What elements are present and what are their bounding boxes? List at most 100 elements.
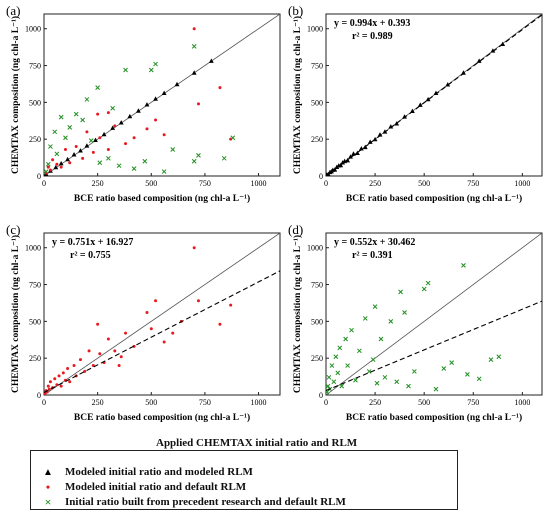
r-squared-label: r² = 0.989 <box>352 31 393 42</box>
data-point-x <box>394 379 400 385</box>
y-tick-label: 500 <box>29 98 41 107</box>
data-point-x <box>191 44 197 49</box>
data-point-x <box>123 67 128 73</box>
data-point-dot <box>196 299 200 303</box>
data-point-triangle <box>476 58 482 63</box>
regression-equation: y = 0.751x + 16.927 <box>52 237 133 248</box>
data-point-dot <box>96 112 100 116</box>
data-point-x <box>142 158 148 164</box>
data-point-x <box>398 289 403 295</box>
data-point-x <box>131 166 137 171</box>
data-point-dot <box>149 327 153 331</box>
x-tick-label: 250 <box>369 179 381 188</box>
data-point-dot <box>98 352 102 356</box>
x-tick-label: 1000 <box>251 398 267 407</box>
data-point-dot <box>68 161 72 165</box>
y-tick-label: 500 <box>311 317 323 326</box>
data-point-x <box>465 372 470 377</box>
data-point-dot <box>61 371 65 375</box>
data-point-triangle <box>425 96 431 102</box>
one-to-one-line <box>326 233 542 395</box>
y-tick-label: 0 <box>319 172 323 181</box>
data-point-x <box>54 151 60 157</box>
data-point-triangle <box>358 146 364 151</box>
data-point-x <box>44 169 49 174</box>
x-tick-label: 1000 <box>514 179 530 188</box>
data-point-x <box>52 129 58 135</box>
data-point-x <box>357 348 362 354</box>
data-point-dot <box>218 86 222 90</box>
y-tick-label: 750 <box>311 62 323 71</box>
data-point-dot <box>154 299 158 303</box>
y-tick-label: 250 <box>29 135 41 144</box>
data-point-triangle <box>174 81 180 87</box>
y-tick-label: 1000 <box>307 25 323 34</box>
data-point-triangle <box>208 58 214 63</box>
data-point-x <box>382 374 388 380</box>
legend-item-label: Initial ratio built from precedent resea… <box>65 496 346 508</box>
data-point-dot <box>192 27 196 31</box>
data-point-x <box>161 169 167 174</box>
data-point-triangle <box>78 148 83 153</box>
data-point-dot <box>74 145 78 149</box>
y-axis-label: CHEMTAX composition (ng chl-a L⁻¹) <box>292 235 303 393</box>
y-tick-label: 250 <box>311 135 323 144</box>
data-point-triangle <box>433 90 439 96</box>
data-point-x <box>191 158 197 164</box>
x-tick-label: 1000 <box>251 179 267 188</box>
y-tick-label: 750 <box>29 281 41 290</box>
panel-d: 0 250 500 750 1000 0 250 500 750 1000 BCE ratio ba… <box>288 222 543 423</box>
data-point-triangle <box>127 113 133 119</box>
data-point-x <box>353 377 358 383</box>
x-tick-label: 0 <box>324 179 328 188</box>
data-point-dot <box>171 331 175 335</box>
data-point-x <box>80 117 85 123</box>
data-point-dot <box>81 156 85 160</box>
data-point-triangle <box>71 152 77 157</box>
data-point-triangle <box>461 70 466 75</box>
data-point-x <box>196 153 201 158</box>
data-point-x <box>349 327 354 333</box>
data-point-x <box>402 310 407 315</box>
regression-equation: y = 0.994x + 0.393 <box>334 18 410 29</box>
data-point-x <box>110 105 116 111</box>
data-point-dot <box>106 337 110 341</box>
data-point-dot <box>218 322 222 326</box>
panel-label: (a) <box>6 3 20 18</box>
y-axis-label: CHEMTAX composition (ng chl-a L⁻¹) <box>292 16 303 174</box>
plot-frame <box>43 13 281 177</box>
plot-frame <box>325 232 543 396</box>
data-point-dot <box>162 340 166 344</box>
data-point-x <box>331 379 337 385</box>
one-to-one-line <box>44 233 280 395</box>
data-point-x <box>48 144 53 149</box>
data-point-triangle <box>144 102 150 107</box>
data-point-x <box>441 366 447 371</box>
data-point-dot <box>48 168 52 172</box>
data-point-triangle <box>53 164 59 170</box>
data-point-triangle <box>110 125 116 130</box>
data-point-dot <box>55 383 59 387</box>
figure: 0 250 500 750 1000 0 250 500 750 1000 BCE ratio ba… <box>6 3 543 423</box>
data-point-dot <box>145 127 149 131</box>
data-point-dot <box>72 364 76 368</box>
data-point-dot <box>48 380 52 384</box>
y-tick-label: 750 <box>311 281 323 290</box>
y-tick-label: 0 <box>37 391 41 400</box>
x-axis-label: BCE ratio based composition (ng chl-a L⁻… <box>346 412 522 423</box>
data-point-triangle <box>490 48 496 53</box>
data-point-x <box>412 369 417 374</box>
data-point-x <box>95 85 100 90</box>
data-point-dot <box>124 331 128 335</box>
data-point-dot <box>119 355 123 359</box>
data-point-triangle <box>348 154 353 159</box>
data-point-x <box>230 135 236 141</box>
y-tick-label: 1000 <box>25 25 41 34</box>
data-point-x <box>476 376 482 382</box>
x-tick-label: 0 <box>42 179 46 188</box>
triangle-icon: ▲ <box>43 466 53 478</box>
data-point-x <box>221 155 227 161</box>
regression-line <box>326 300 542 392</box>
